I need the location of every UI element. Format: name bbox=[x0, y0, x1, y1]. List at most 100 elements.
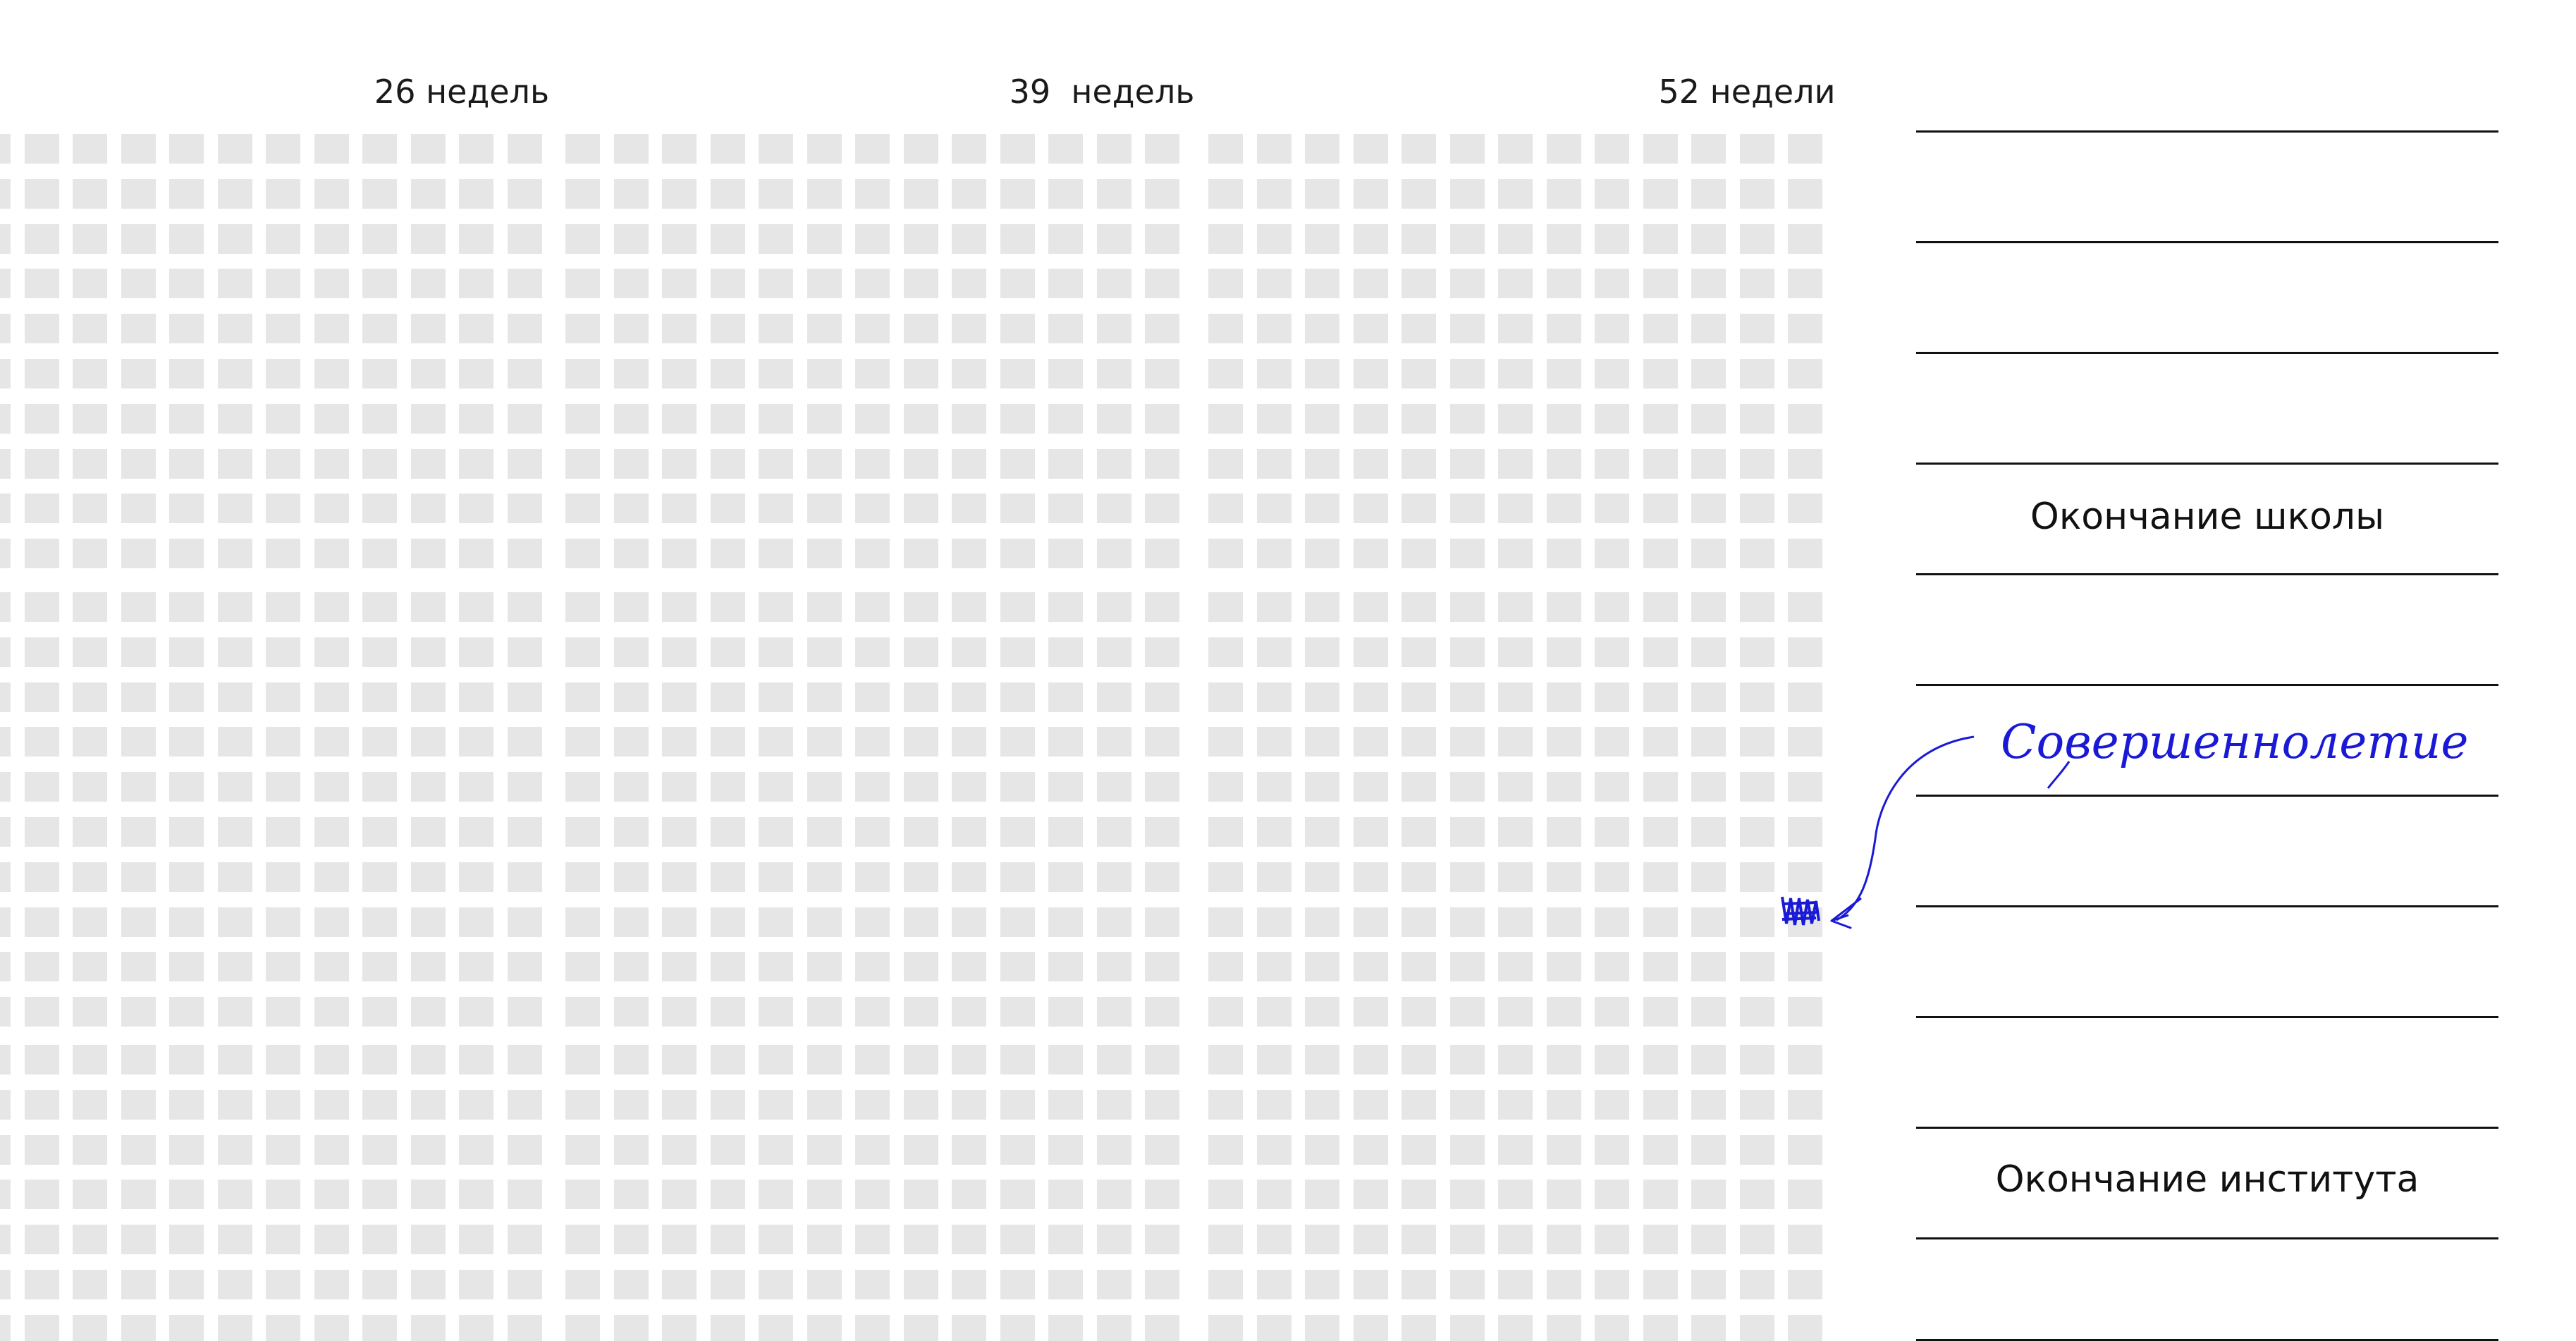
week-cell bbox=[807, 494, 842, 523]
week-cell bbox=[314, 1315, 349, 1341]
week-cell bbox=[411, 1135, 446, 1165]
week-cell bbox=[1305, 1135, 1339, 1165]
week-cell bbox=[314, 314, 349, 343]
week-cell bbox=[1740, 637, 1774, 667]
week-cell bbox=[411, 952, 446, 981]
week-cell bbox=[459, 224, 493, 254]
week-cell bbox=[411, 449, 446, 479]
week-cell bbox=[1595, 1225, 1629, 1254]
week-cell bbox=[314, 539, 349, 568]
week-cell bbox=[614, 179, 649, 209]
week-cell bbox=[1305, 1045, 1339, 1074]
week-cell bbox=[1145, 772, 1179, 802]
week-cell bbox=[904, 772, 938, 802]
week-cell bbox=[711, 359, 745, 388]
week-cell bbox=[314, 179, 349, 209]
week-cell bbox=[0, 269, 11, 298]
week-cell bbox=[1547, 727, 1581, 757]
week-cell bbox=[411, 727, 446, 757]
week-cell bbox=[121, 1225, 156, 1254]
week-cell bbox=[1788, 1180, 1822, 1209]
week-cell bbox=[508, 134, 542, 164]
week-cell bbox=[169, 997, 204, 1027]
week-cell bbox=[1788, 1090, 1822, 1120]
week-cell bbox=[855, 997, 890, 1027]
week-cell bbox=[1402, 862, 1436, 892]
week-cell bbox=[73, 314, 107, 343]
week-cell bbox=[904, 1045, 938, 1074]
week-cell bbox=[614, 269, 649, 298]
week-cell bbox=[1402, 637, 1436, 667]
week-cell bbox=[565, 997, 600, 1027]
week-cell bbox=[1000, 1090, 1035, 1120]
week-cell bbox=[411, 269, 446, 298]
week-cell bbox=[1595, 1180, 1629, 1209]
week-cell bbox=[73, 449, 107, 479]
week-cell bbox=[807, 727, 842, 757]
week-cell bbox=[662, 952, 697, 981]
week-cell bbox=[614, 134, 649, 164]
week-cell bbox=[1402, 494, 1436, 523]
week-cell bbox=[1498, 997, 1533, 1027]
week-cell bbox=[1691, 862, 1726, 892]
ruled-line bbox=[1916, 1127, 2498, 1129]
week-cell bbox=[25, 494, 59, 523]
week-cell bbox=[0, 224, 11, 254]
week-cell bbox=[459, 682, 493, 712]
week-cell bbox=[1402, 224, 1436, 254]
week-cell bbox=[1048, 1225, 1083, 1254]
week-cell bbox=[759, 772, 793, 802]
week-cell bbox=[1208, 179, 1243, 209]
week-cell bbox=[1547, 404, 1581, 434]
week-cell bbox=[1402, 817, 1436, 847]
week-cell bbox=[25, 1135, 59, 1165]
week-cell bbox=[1000, 314, 1035, 343]
week-cell bbox=[1208, 907, 1243, 937]
week-cell bbox=[1547, 1315, 1581, 1341]
week-cell bbox=[662, 1135, 697, 1165]
week-cell bbox=[1000, 404, 1035, 434]
week-cell bbox=[662, 1315, 697, 1341]
week-cell bbox=[759, 817, 793, 847]
week-cell bbox=[1257, 952, 1292, 981]
week-cell bbox=[266, 1225, 300, 1254]
week-cell bbox=[411, 862, 446, 892]
week-cell bbox=[1498, 134, 1533, 164]
week-cell bbox=[952, 1135, 986, 1165]
week-cell bbox=[952, 1090, 986, 1120]
week-cell bbox=[1000, 494, 1035, 523]
week-cell bbox=[614, 1135, 649, 1165]
week-cell bbox=[1402, 134, 1436, 164]
week-cell bbox=[1145, 134, 1179, 164]
ruled-line bbox=[1916, 573, 2498, 575]
week-cell bbox=[1354, 449, 1388, 479]
week-cell bbox=[508, 772, 542, 802]
week-cell bbox=[565, 952, 600, 981]
week-cell bbox=[614, 494, 649, 523]
week-cell bbox=[362, 314, 397, 343]
week-cell bbox=[1402, 682, 1436, 712]
week-cell bbox=[952, 772, 986, 802]
week-cell bbox=[1498, 952, 1533, 981]
week-cell bbox=[904, 404, 938, 434]
week-cell bbox=[614, 592, 649, 622]
week-cell bbox=[1048, 179, 1083, 209]
week-cell bbox=[1097, 1225, 1131, 1254]
week-cell bbox=[508, 1315, 542, 1341]
week-cell bbox=[411, 682, 446, 712]
week-cell bbox=[73, 682, 107, 712]
week-cell bbox=[1402, 1045, 1436, 1074]
week-cell bbox=[565, 134, 600, 164]
week-cell bbox=[218, 997, 252, 1027]
week-cell bbox=[1691, 1315, 1726, 1341]
week-cell bbox=[73, 592, 107, 622]
week-cell bbox=[266, 592, 300, 622]
week-cell bbox=[1402, 997, 1436, 1027]
week-cell bbox=[1643, 1090, 1678, 1120]
week-cell bbox=[1643, 772, 1678, 802]
week-cell bbox=[1354, 404, 1388, 434]
week-cell bbox=[218, 1180, 252, 1209]
week-cell bbox=[0, 997, 11, 1027]
ruled-line bbox=[1916, 352, 2498, 354]
week-cell bbox=[218, 727, 252, 757]
